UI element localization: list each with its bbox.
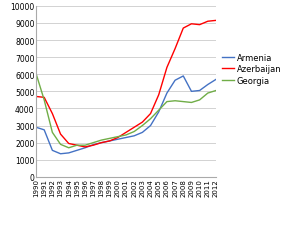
Azerbaijan <box>92 144 95 147</box>
Azerbaijan <box>51 113 54 115</box>
Armenia <box>67 152 70 155</box>
Line: Azerbaijan: Azerbaijan <box>36 21 216 147</box>
Armenia <box>59 153 62 155</box>
Azerbaijan <box>198 24 201 27</box>
Armenia <box>149 125 152 127</box>
Line: Armenia: Armenia <box>36 77 216 154</box>
Azerbaijan <box>190 23 193 26</box>
Line: Georgia: Georgia <box>36 74 216 148</box>
Armenia <box>116 138 120 141</box>
Armenia <box>100 142 103 144</box>
Armenia <box>190 91 193 93</box>
Azerbaijan <box>34 96 38 99</box>
Azerbaijan <box>100 142 103 144</box>
Georgia <box>214 90 218 92</box>
Georgia <box>116 136 120 138</box>
Georgia <box>100 139 103 142</box>
Georgia <box>34 73 38 75</box>
Legend: Armenia, Azerbaijan, Georgia: Armenia, Azerbaijan, Georgia <box>222 54 282 85</box>
Armenia <box>141 131 144 134</box>
Georgia <box>83 144 87 147</box>
Georgia <box>42 99 46 102</box>
Azerbaijan <box>173 48 177 51</box>
Armenia <box>157 111 160 114</box>
Armenia <box>124 137 128 139</box>
Azerbaijan <box>75 144 79 147</box>
Azerbaijan <box>157 94 160 97</box>
Azerbaijan <box>42 96 46 99</box>
Georgia <box>198 99 201 102</box>
Georgia <box>75 144 79 147</box>
Armenia <box>165 92 169 95</box>
Georgia <box>149 118 152 121</box>
Georgia <box>165 101 169 104</box>
Azerbaijan <box>132 126 136 129</box>
Armenia <box>83 147 87 149</box>
Armenia <box>198 90 201 92</box>
Armenia <box>51 149 54 152</box>
Azerbaijan <box>149 113 152 115</box>
Azerbaijan <box>67 143 70 145</box>
Azerbaijan <box>83 146 87 149</box>
Azerbaijan <box>182 27 185 30</box>
Azerbaijan <box>116 137 120 139</box>
Georgia <box>51 131 54 134</box>
Georgia <box>190 102 193 104</box>
Azerbaijan <box>214 20 218 23</box>
Georgia <box>132 131 136 133</box>
Georgia <box>206 92 210 95</box>
Azerbaijan <box>59 133 62 136</box>
Azerbaijan <box>165 67 169 69</box>
Armenia <box>214 79 218 81</box>
Georgia <box>182 101 185 104</box>
Georgia <box>67 147 70 149</box>
Georgia <box>173 100 177 103</box>
Georgia <box>59 143 62 146</box>
Azerbaijan <box>108 140 111 143</box>
Azerbaijan <box>206 21 210 23</box>
Azerbaijan <box>141 121 144 124</box>
Armenia <box>132 135 136 138</box>
Georgia <box>92 142 95 144</box>
Armenia <box>92 144 95 146</box>
Armenia <box>108 140 111 143</box>
Armenia <box>75 149 79 152</box>
Armenia <box>42 129 46 132</box>
Armenia <box>173 79 177 82</box>
Armenia <box>182 75 185 78</box>
Georgia <box>141 125 144 127</box>
Georgia <box>157 109 160 112</box>
Armenia <box>206 84 210 86</box>
Georgia <box>124 134 128 137</box>
Georgia <box>108 137 111 140</box>
Armenia <box>34 126 38 129</box>
Azerbaijan <box>124 131 128 134</box>
